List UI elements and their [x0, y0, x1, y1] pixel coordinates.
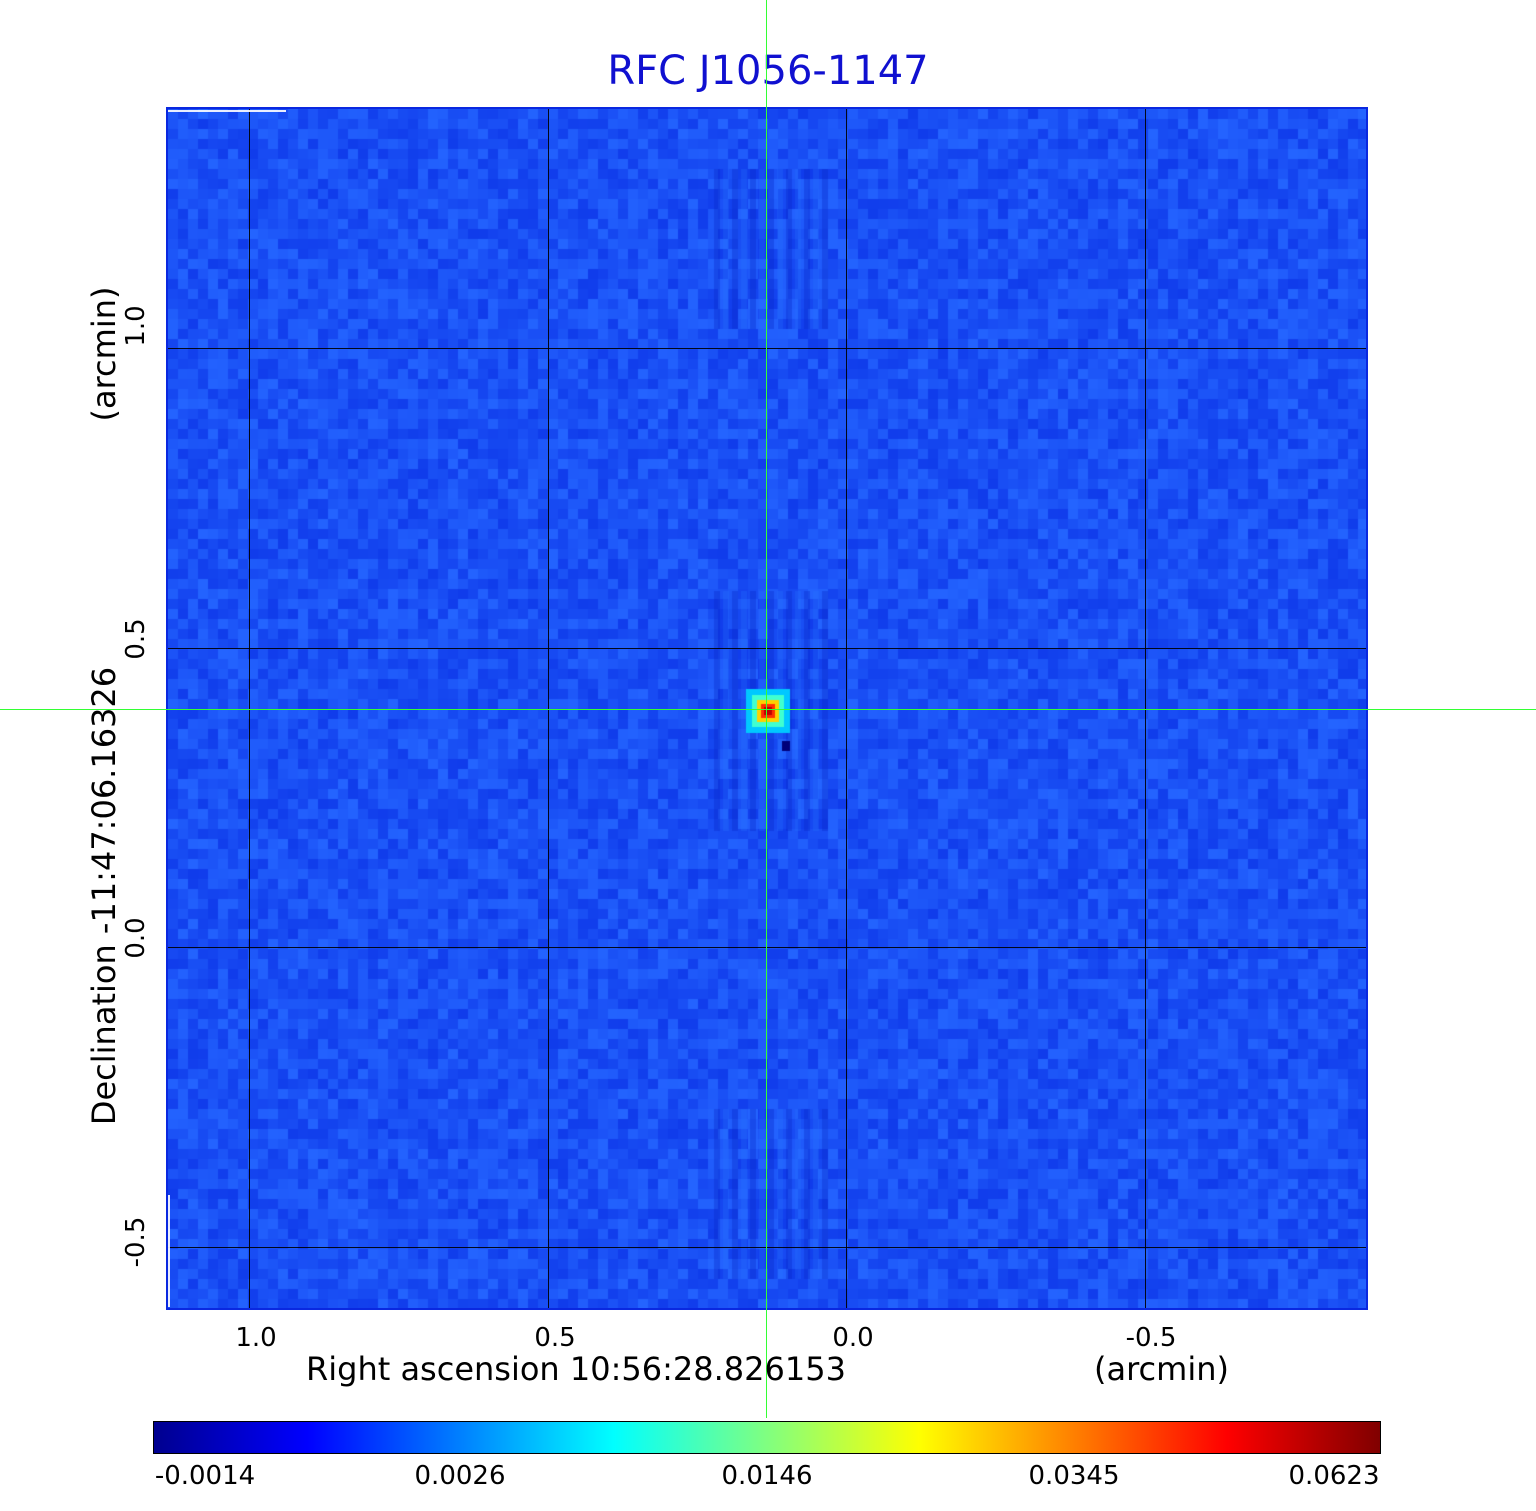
- image-title: RFC J1056-1147: [607, 48, 929, 94]
- grid-line-ra-1.0: [249, 109, 250, 1308]
- grid-line-dec-neg0.5: [168, 1247, 1366, 1248]
- y-tick-label: 0.0: [121, 917, 151, 959]
- x-axis-label: Right ascension 10:56:28.826153: [306, 1350, 846, 1388]
- colorbar-tick-label: 0.0345: [1028, 1461, 1120, 1491]
- radio-image-canvas[interactable]: [168, 109, 1366, 1308]
- x-tick-label: 1.0: [235, 1323, 277, 1353]
- y-axis-label: Declination -11:47:06.16326: [85, 666, 123, 1126]
- y-tick-label: 1.0: [121, 305, 151, 347]
- grid-line-ra-neg0.5: [1145, 109, 1146, 1308]
- crosshair-horizontal: [0, 709, 1536, 710]
- x-axis-unit: (arcmin): [1094, 1350, 1229, 1388]
- colorbar: [153, 1421, 1381, 1454]
- y-tick-label: -0.5: [121, 1216, 151, 1268]
- scale-marker-left: [168, 1195, 170, 1307]
- colorbar-tick-label: 0.0623: [1288, 1461, 1380, 1491]
- x-tick-label: 0.0: [832, 1323, 874, 1353]
- grid-line-dec-0.5: [168, 648, 1366, 649]
- x-tick-label: -0.5: [1125, 1323, 1177, 1353]
- colorbar-tick-label: 0.0146: [721, 1461, 813, 1491]
- scale-marker-top: [168, 110, 286, 112]
- grid-line-ra-0.0: [846, 109, 847, 1308]
- colorbar-tick-label: -0.0014: [154, 1461, 256, 1491]
- grid-line-ra-0.5: [548, 109, 549, 1308]
- x-tick-label: 0.5: [534, 1323, 576, 1353]
- grid-line-dec-0.0: [168, 947, 1366, 948]
- grid-line-dec-1.0: [168, 348, 1366, 349]
- radio-image-plot[interactable]: [166, 107, 1368, 1310]
- colorbar-tick-label: 0.0026: [414, 1461, 506, 1491]
- y-tick-label: 0.5: [121, 618, 151, 660]
- y-axis-unit: (arcmin): [85, 286, 123, 422]
